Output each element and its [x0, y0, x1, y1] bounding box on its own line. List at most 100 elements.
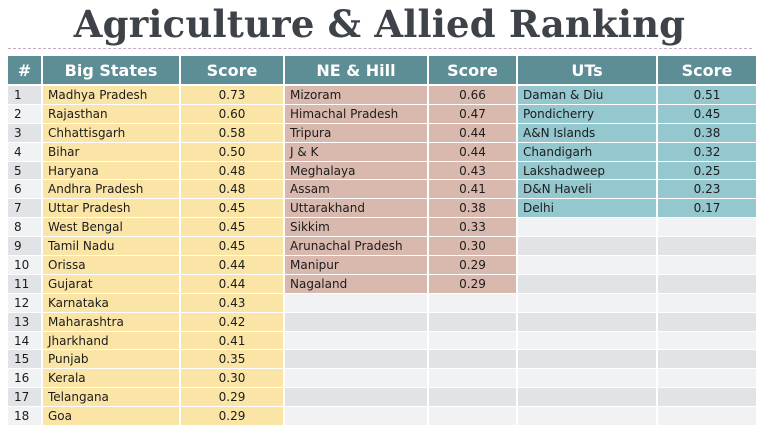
- rank-cell: 2: [8, 104, 41, 124]
- ut-score-cell: [658, 388, 756, 408]
- big-state-score-cell: 0.30: [181, 369, 283, 389]
- ut-score-cell: 0.51: [658, 86, 756, 105]
- ranking-table: # Big States Score NE & Hill Score UTs S…: [8, 56, 756, 427]
- big-state-score-cell: 0.44: [181, 274, 283, 294]
- rank-cell: 3: [8, 123, 41, 143]
- ne-hill-score-cell: [429, 312, 516, 332]
- ne-hill-name-cell: [285, 350, 427, 370]
- ne-hill-score-cell: 0.33: [429, 218, 516, 238]
- rank-cell: 16: [8, 369, 41, 389]
- rank-cell: 15: [8, 350, 41, 370]
- ne-hill-name-cell: [285, 331, 427, 351]
- ne-hill-name-cell: Nagaland: [285, 274, 427, 294]
- ne-hill-score-cell: 0.41: [429, 180, 516, 200]
- big-state-score-cell: 0.45: [181, 218, 283, 238]
- ne-hill-name-cell: Mizoram: [285, 86, 427, 105]
- ut-score-cell: 0.23: [658, 180, 756, 200]
- ut-name-cell: [518, 237, 656, 257]
- ut-score-cell: [658, 293, 756, 313]
- ne-hill-score-cell: [429, 388, 516, 408]
- big-state-score-cell: 0.44: [181, 256, 283, 275]
- big-state-score-cell: 0.45: [181, 237, 283, 257]
- ut-name-cell: A&N Islands: [518, 123, 656, 143]
- big-state-name-cell: Uttar Pradesh: [43, 199, 179, 219]
- ut-name-cell: [518, 407, 656, 427]
- ut-name-cell: [518, 218, 656, 238]
- rank-cell: 17: [8, 388, 41, 408]
- header-ne-hill-score: Score: [429, 56, 516, 86]
- ut-score-cell: [658, 274, 756, 294]
- ut-name-cell: Chandigarh: [518, 142, 656, 162]
- ut-name-cell: [518, 274, 656, 294]
- ne-hill-name-cell: [285, 312, 427, 332]
- ut-score-cell: 0.38: [658, 123, 756, 143]
- rank-cell: 4: [8, 142, 41, 162]
- ut-name-cell: [518, 369, 656, 389]
- ut-name-cell: [518, 388, 656, 408]
- rank-cell: 8: [8, 218, 41, 238]
- ne-hill-score-cell: 0.29: [429, 256, 516, 275]
- ut-score-cell: 0.17: [658, 199, 756, 219]
- ut-name-cell: Lakshadweep: [518, 161, 656, 181]
- big-state-score-cell: 0.50: [181, 142, 283, 162]
- big-state-score-cell: 0.60: [181, 104, 283, 124]
- ne-hill-score-cell: 0.43: [429, 161, 516, 181]
- ne-hill-score-cell: 0.38: [429, 199, 516, 219]
- ne-hill-score-cell: 0.44: [429, 142, 516, 162]
- rank-cell: 10: [8, 256, 41, 275]
- header-big-states: Big States: [43, 56, 179, 86]
- big-state-name-cell: Karnataka: [43, 293, 179, 313]
- ne-hill-score-cell: [429, 331, 516, 351]
- ne-hill-name-cell: [285, 388, 427, 408]
- ne-hill-name-cell: [285, 407, 427, 427]
- ne-hill-score-cell: 0.30: [429, 237, 516, 257]
- page-title: Agriculture & Allied Ranking: [73, 2, 686, 46]
- ne-hill-score-cell: [429, 407, 516, 427]
- ut-score-cell: [658, 407, 756, 427]
- big-state-score-cell: 0.58: [181, 123, 283, 143]
- big-state-name-cell: Telangana: [43, 388, 179, 408]
- ne-hill-name-cell: Manipur: [285, 256, 427, 275]
- rank-cell: 5: [8, 161, 41, 181]
- big-state-name-cell: Maharashtra: [43, 312, 179, 332]
- ne-hill-name-cell: Uttarakhand: [285, 199, 427, 219]
- ut-score-cell: [658, 256, 756, 275]
- big-state-score-cell: 0.29: [181, 407, 283, 427]
- title-divider: [8, 48, 752, 49]
- rank-cell: 9: [8, 237, 41, 257]
- header-big-states-score: Score: [181, 56, 283, 86]
- ut-score-cell: [658, 218, 756, 238]
- big-state-score-cell: 0.35: [181, 350, 283, 370]
- ne-hill-score-cell: 0.29: [429, 274, 516, 294]
- rank-cell: 12: [8, 293, 41, 313]
- big-state-name-cell: Haryana: [43, 161, 179, 181]
- big-state-score-cell: 0.43: [181, 293, 283, 313]
- ne-hill-name-cell: Arunachal Pradesh: [285, 237, 427, 257]
- ut-score-cell: [658, 237, 756, 257]
- big-state-name-cell: Orissa: [43, 256, 179, 275]
- ne-hill-name-cell: Meghalaya: [285, 161, 427, 181]
- ut-name-cell: [518, 293, 656, 313]
- big-state-name-cell: Gujarat: [43, 274, 179, 294]
- header-ne-hill: NE & Hill: [285, 56, 427, 86]
- big-state-name-cell: Madhya Pradesh: [43, 86, 179, 105]
- ne-hill-name-cell: Himachal Pradesh: [285, 104, 427, 124]
- ne-hill-score-cell: 0.44: [429, 123, 516, 143]
- big-state-score-cell: 0.41: [181, 331, 283, 351]
- header-uts: UTs: [518, 56, 656, 86]
- big-state-score-cell: 0.45: [181, 199, 283, 219]
- rank-cell: 13: [8, 312, 41, 332]
- ne-hill-name-cell: Sikkim: [285, 218, 427, 238]
- ne-hill-name-cell: [285, 369, 427, 389]
- ut-score-cell: [658, 331, 756, 351]
- big-state-score-cell: 0.29: [181, 388, 283, 408]
- big-state-score-cell: 0.48: [181, 161, 283, 181]
- ut-score-cell: 0.32: [658, 142, 756, 162]
- rank-cell: 7: [8, 199, 41, 219]
- ut-score-cell: 0.45: [658, 104, 756, 124]
- ut-name-cell: [518, 256, 656, 275]
- ut-score-cell: [658, 369, 756, 389]
- big-state-name-cell: Jharkhand: [43, 331, 179, 351]
- ne-hill-name-cell: Assam: [285, 180, 427, 200]
- ut-name-cell: Delhi: [518, 199, 656, 219]
